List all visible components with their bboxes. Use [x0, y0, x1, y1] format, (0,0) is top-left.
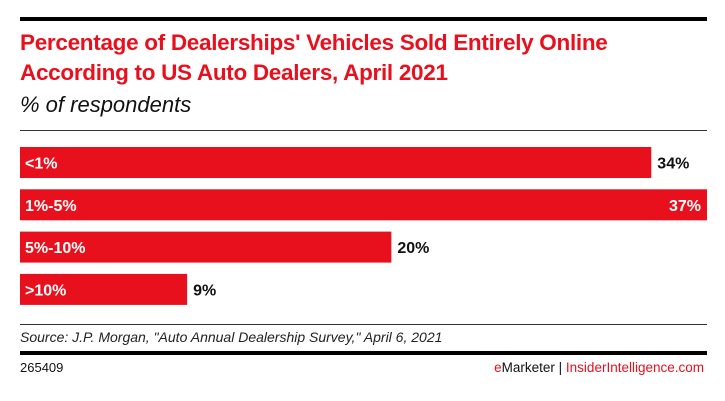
chart-title: Percentage of Dealerships' Vehicles Sold… [20, 30, 608, 85]
brand-e: e [494, 360, 502, 375]
bar-1 [20, 189, 707, 221]
bar-2 [20, 231, 392, 263]
value-label: 37% [669, 198, 701, 215]
source-divider [20, 324, 707, 325]
brand-emarketer: Marketer | [501, 360, 566, 375]
bottom-rule [20, 351, 707, 355]
top-rule [20, 17, 707, 21]
category-label: <1% [25, 156, 57, 173]
source-note: Source: J.P. Morgan, "Auto Annual Dealer… [20, 329, 443, 345]
value-label: 20% [397, 240, 429, 257]
chart-subtitle: % of respondents [20, 92, 192, 117]
category-label: >10% [25, 282, 66, 299]
category-label: 1%-5% [25, 198, 77, 215]
brand-site-link[interactable]: InsiderIntelligence.com [565, 360, 704, 375]
category-label: 5%-10% [25, 240, 85, 257]
bar-3 [20, 273, 188, 305]
brand-credit: eMarketer | InsiderIntelligence.com [494, 360, 704, 375]
bar-0 [20, 147, 652, 178]
value-label: 34% [657, 156, 689, 173]
value-label: 9% [193, 282, 216, 299]
chart-id: 265409 [20, 360, 64, 375]
header-divider [20, 130, 707, 131]
